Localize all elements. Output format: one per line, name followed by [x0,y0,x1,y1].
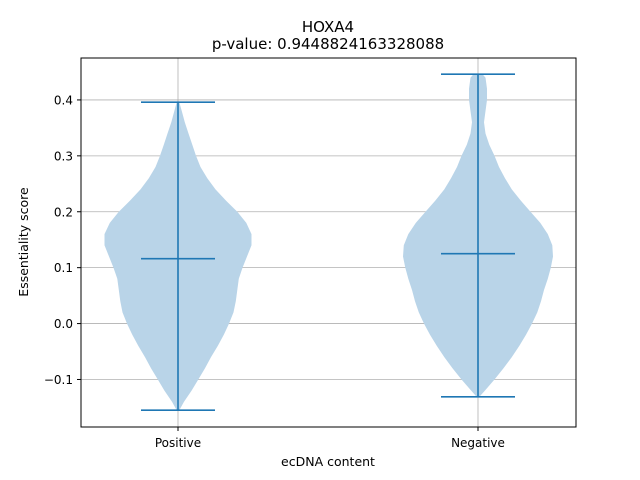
y-tick-label: 0.2 [54,205,73,219]
y-axis-label: Essentiality score [16,187,31,297]
y-tick-label: 0.3 [54,149,73,163]
tick-layer: −0.1 0.0 0.1 0.2 0.3 0.4 Positive Negative [44,93,505,450]
plot-frame [80,57,577,428]
x-axis-label: ecDNA content [281,454,375,469]
y-tick-label: −0.1 [44,373,73,387]
violin-layer [104,73,553,412]
chart-title: HOXA4 [302,18,354,36]
x-tick-label: Negative [451,436,505,450]
chart-subtitle: p-value: 0.9448824163328088 [212,35,444,53]
y-tick-label: 0.4 [54,93,73,107]
y-tick-label: 0.0 [54,317,73,331]
x-tick-label: Positive [155,436,201,450]
y-tick-label: 0.1 [54,261,73,275]
